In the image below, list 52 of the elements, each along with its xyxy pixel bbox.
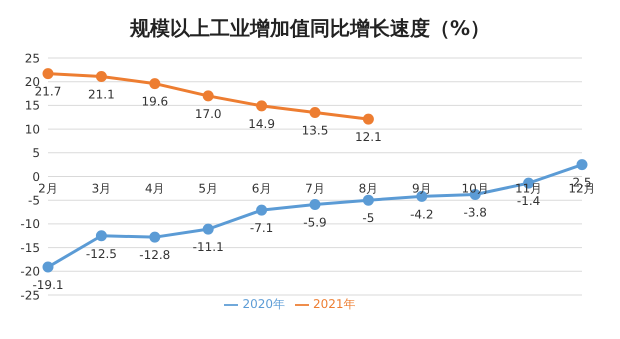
point [96, 230, 107, 242]
point [149, 232, 160, 243]
data-label: 17.0 [194, 106, 222, 121]
y-tick-label: -5 [28, 193, 40, 208]
y-tick-label: -25 [20, 288, 40, 302]
y-tick-label: -15 [20, 240, 40, 255]
y-tick-label: 0 [32, 170, 40, 184]
data-label: -12.5 [86, 246, 117, 261]
legend-label: 2020年 [242, 297, 285, 311]
point [576, 159, 588, 170]
data-label: -3.8 [463, 206, 487, 220]
x-tick-label: 2月 [38, 182, 58, 196]
data-label: 21.7 [34, 84, 62, 99]
data-label: 21.1 [88, 87, 115, 102]
point [149, 78, 160, 90]
data-label: -7.1 [250, 221, 274, 236]
point [310, 198, 320, 210]
x-tick-label: 8月 [358, 182, 378, 196]
point [256, 204, 268, 216]
point [42, 262, 54, 273]
data-label: 13.5 [302, 124, 328, 138]
data-label: -4.2 [410, 207, 434, 222]
data-label: -1.4 [516, 194, 540, 208]
point [256, 100, 268, 112]
data-label: 14.9 [248, 116, 275, 131]
point [42, 68, 54, 80]
point [310, 107, 320, 118]
data-label: 19.6 [141, 94, 168, 109]
point [202, 90, 214, 102]
chart-title: 规模以上工业增加值同比增长速度（%） [128, 15, 492, 42]
data-label: -5 [362, 211, 374, 226]
data-label: 12.1 [355, 130, 382, 144]
point [362, 114, 374, 125]
y-tick-label: -20 [20, 264, 40, 279]
x-tick-label: 7月 [305, 182, 325, 196]
y-tick-label: 15 [24, 98, 40, 113]
y-tick-label: 10 [24, 122, 40, 136]
data-label: -12.8 [139, 248, 170, 262]
y-tick-label: 5 [32, 146, 40, 160]
x-tick-label: 5月 [198, 182, 218, 196]
x-tick-label: 4月 [144, 182, 165, 196]
point [362, 194, 374, 206]
point [96, 70, 107, 82]
y-tick-label: 25 [24, 51, 40, 66]
x-tick-label: 3月 [92, 182, 112, 196]
y-tick-label: -10 [20, 217, 40, 232]
data-label: -11.1 [192, 240, 224, 254]
point [202, 224, 214, 235]
x-tick-label: 6月 [252, 182, 272, 196]
x-tick-label: 9月 [412, 182, 432, 196]
legend-label: 2021年 [313, 297, 356, 311]
data-label: -5.9 [303, 215, 327, 230]
